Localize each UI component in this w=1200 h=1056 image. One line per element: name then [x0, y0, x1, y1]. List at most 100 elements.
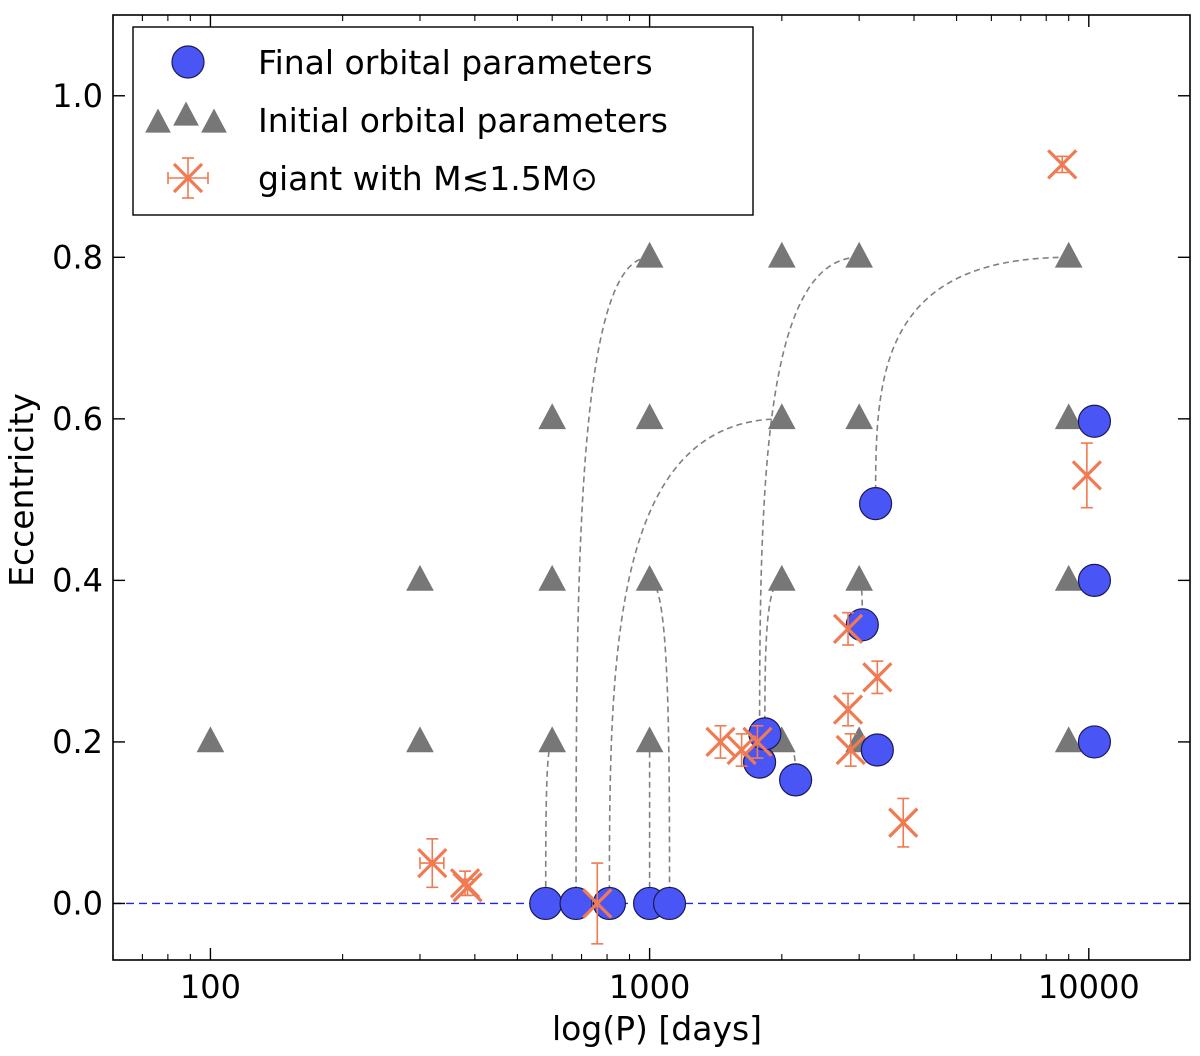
final-orbit-point: [860, 733, 894, 767]
legend-label: Initial orbital parameters: [258, 101, 668, 140]
initial-orbit-point: [845, 403, 873, 430]
evolution-track: [575, 256, 650, 904]
initial-orbit-point: [635, 241, 664, 268]
giant-x-marker: [862, 662, 893, 693]
y-tick-label: 0.6: [52, 400, 103, 438]
initial-orbit-point: [845, 241, 873, 268]
y-tick-label: 0.0: [52, 884, 103, 922]
initial-orbit-point: [406, 564, 434, 591]
y-tick-label: 0.8: [52, 238, 103, 276]
x-tick-label: 1000: [609, 968, 690, 1006]
final-orbit-point: [779, 763, 813, 797]
plot-frame: [112, 14, 1191, 961]
legend-triangle-marker: [201, 108, 227, 133]
initial-orbit-point: [635, 564, 664, 591]
final-orbit-point: [858, 487, 893, 521]
initial-orbit-point: [1054, 241, 1083, 268]
x-stroke: [582, 888, 613, 919]
giant-x-marker: [742, 726, 773, 758]
x-stroke: [1047, 149, 1078, 180]
final-orbit-point: [845, 608, 879, 642]
giant-point: [726, 733, 757, 767]
x-stroke: [742, 726, 773, 758]
initial-orbit-point: [538, 403, 567, 430]
legend-label: Final orbital parameters: [258, 43, 653, 82]
initial-orbit-point: [196, 726, 225, 753]
x-tick-label: 10000: [1038, 968, 1140, 1006]
giant-x-marker: [705, 726, 736, 758]
y-tick-label: 0.4: [52, 561, 103, 599]
final-orbit-point: [592, 886, 627, 921]
initial-orbit-point: [1054, 403, 1083, 430]
final-orbit-point: [1077, 404, 1112, 438]
final-orbit-point: [1077, 563, 1112, 597]
giant-x-marker: [832, 613, 864, 644]
initial-orbit-point: [538, 726, 567, 753]
final-orbit-point: [652, 886, 687, 921]
legend-x-marker: [172, 162, 204, 194]
giant-x-marker: [888, 807, 919, 838]
x-stroke: [862, 662, 893, 693]
initial-orbit-point: [635, 726, 664, 753]
giant-point: [582, 862, 613, 945]
initial-orbit-point: [767, 403, 796, 430]
x-stroke: [835, 734, 866, 766]
y-axis-label: Eccentricity: [2, 393, 41, 587]
x-stroke: [832, 613, 864, 644]
initial-orbit-point: [406, 726, 434, 753]
giant-point: [835, 733, 866, 767]
x-axis-label: log(P) [days]: [552, 1009, 762, 1048]
initial-orbit-point: [767, 564, 796, 591]
final-orbit-point: [529, 886, 563, 921]
legend-triangle-marker: [173, 101, 199, 126]
giant-point: [1071, 442, 1103, 509]
y-tick-label: 0.2: [52, 723, 103, 761]
final-orbit-point: [559, 886, 593, 921]
giant-x-marker: [582, 888, 613, 919]
x-stroke: [705, 726, 736, 758]
y-tick-label: 1.0: [52, 77, 103, 115]
initial-orbit-point: [1054, 726, 1083, 753]
giant-point: [888, 797, 919, 848]
x-stroke: [452, 872, 483, 903]
initial-orbit-point: [1054, 564, 1083, 591]
giant-point: [832, 611, 864, 646]
x-stroke: [832, 694, 864, 725]
giant-x-marker: [1071, 460, 1103, 491]
giant-x-marker: [726, 734, 757, 766]
x-tick-label: 100: [180, 968, 241, 1006]
evolution-track: [608, 418, 782, 904]
legend-circle-marker: [171, 45, 205, 79]
giant-point: [705, 724, 736, 759]
giant-x-marker: [832, 694, 864, 725]
giant-x-marker: [417, 847, 448, 879]
evolution-track: [764, 579, 783, 734]
x-stroke: [888, 807, 919, 838]
x-stroke: [172, 162, 204, 194]
axes: 0.0 0.2 0.4 0.6 0.8 1.0 100 1000 10000: [52, 14, 1191, 1006]
legend-box: [132, 26, 754, 216]
giant-point: [452, 872, 483, 903]
initial-orbit-point: [845, 564, 873, 591]
legend-triangle-marker: [145, 108, 171, 133]
giant-point: [742, 724, 773, 759]
evolution-track: [874, 256, 1069, 504]
giant-x-marker: [835, 734, 866, 766]
giant-point: [1047, 149, 1078, 180]
legend-label: giant with M≲1.5M⊙: [258, 159, 598, 198]
initial-orbit-point: [635, 403, 664, 430]
giant-x-marker: [1047, 149, 1078, 180]
final-orbit-point: [1077, 725, 1112, 759]
legend: Final orbital parameters Initial orbital …: [132, 26, 754, 216]
evolution-track: [758, 256, 860, 763]
plot-area: [113, 149, 1190, 945]
initial-orbit-point: [767, 241, 796, 268]
giant-x-marker: [452, 872, 483, 903]
initial-orbit-point: [538, 564, 567, 591]
plot-content: [113, 149, 1190, 945]
giant-point: [832, 692, 864, 727]
x-stroke: [417, 847, 448, 879]
x-stroke: [726, 734, 757, 766]
giant-point: [862, 660, 893, 695]
